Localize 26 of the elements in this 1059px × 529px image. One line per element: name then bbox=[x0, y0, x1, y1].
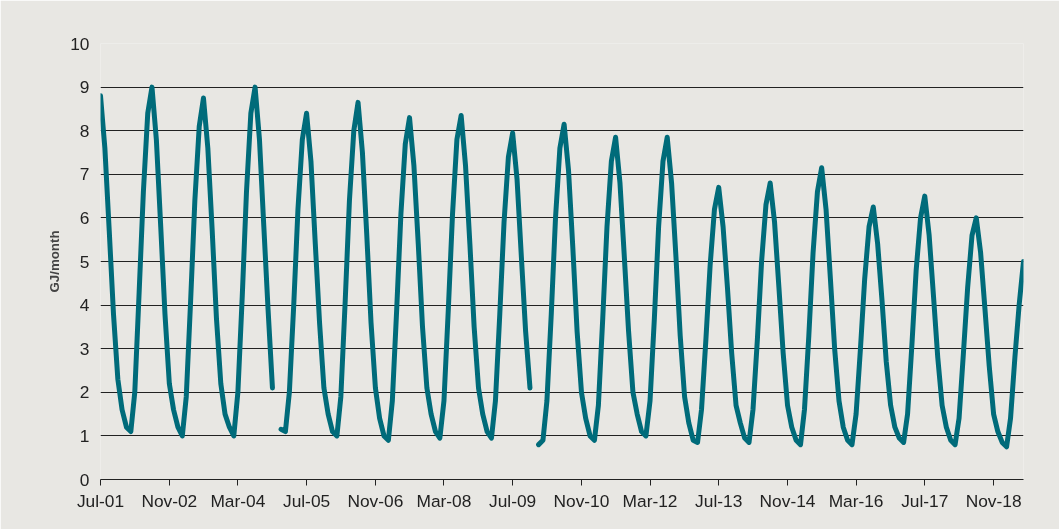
x-tick-label: Jul-17 bbox=[901, 490, 949, 511]
x-tick-label: Nov-18 bbox=[965, 490, 1022, 511]
x-tick-label: Mar-16 bbox=[828, 490, 884, 511]
y-tick-label: 1 bbox=[79, 425, 90, 446]
x-tick-label: Nov-02 bbox=[141, 490, 198, 511]
x-tick-label: Jul-13 bbox=[695, 490, 743, 511]
y-tick-label: 2 bbox=[79, 382, 90, 403]
x-tick-label: Nov-14 bbox=[759, 490, 816, 511]
y-axis-title: GJ/month bbox=[47, 230, 63, 293]
x-tick-label: Nov-10 bbox=[553, 490, 610, 511]
y-tick-label: 5 bbox=[79, 251, 90, 272]
y-tick-label: 3 bbox=[79, 338, 90, 359]
x-tick-label: Mar-08 bbox=[416, 490, 472, 511]
x-tick-label: Jul-09 bbox=[489, 490, 537, 511]
y-tick-label: 7 bbox=[79, 164, 90, 185]
y-tick-label: 8 bbox=[79, 120, 90, 141]
x-tick-label: Mar-12 bbox=[622, 490, 678, 511]
y-tick-label: 6 bbox=[79, 207, 90, 228]
y-tick-label: 4 bbox=[79, 295, 90, 316]
x-tick-label: Jul-01 bbox=[76, 490, 125, 511]
x-tick-label: Jul-05 bbox=[282, 490, 331, 511]
x-tick-label: Nov-06 bbox=[347, 490, 404, 511]
y-tick-label: 9 bbox=[79, 77, 90, 98]
y-tick-label: 0 bbox=[79, 469, 90, 490]
y-tick-label: 10 bbox=[70, 33, 90, 54]
x-tick-label: Mar-04 bbox=[210, 490, 266, 511]
